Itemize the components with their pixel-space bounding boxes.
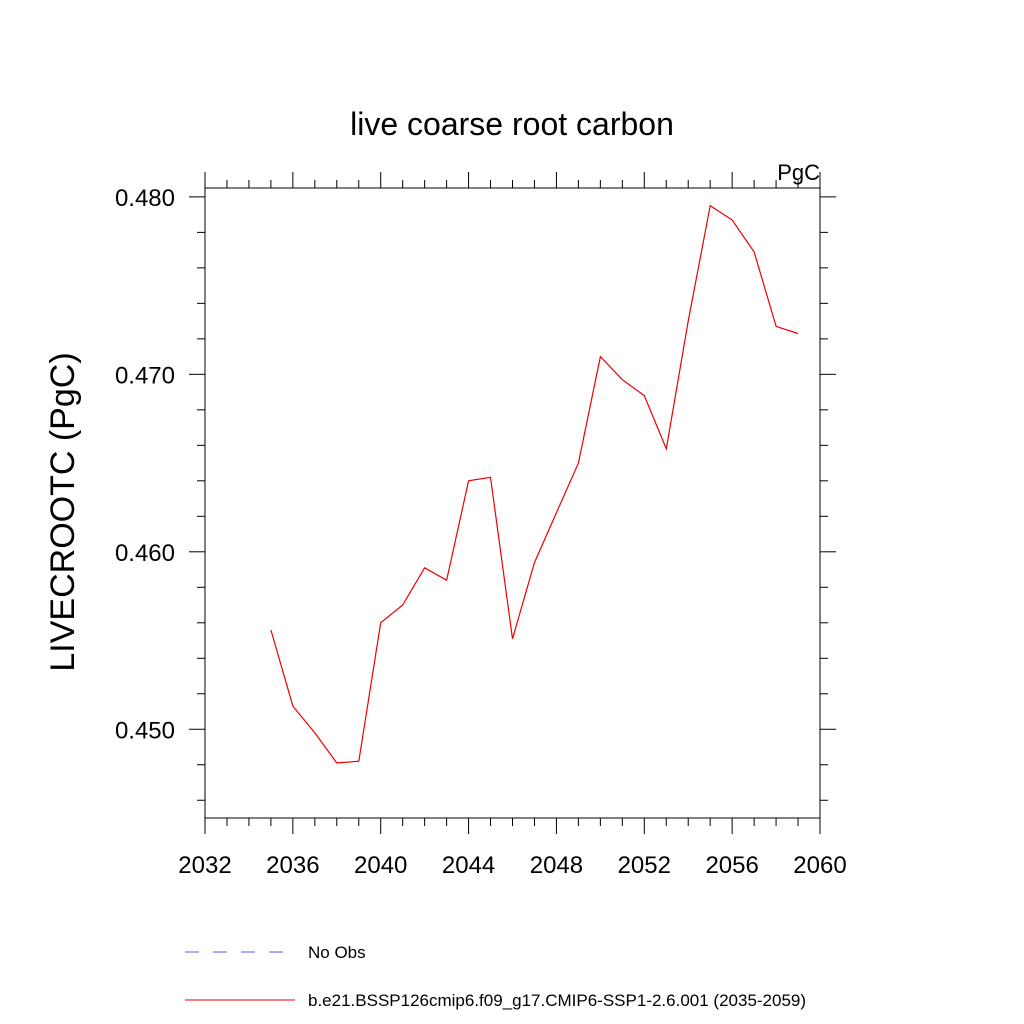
legend: No Obs b.e21.BSSP126cmip6.f09_g17.CMIP6-S… xyxy=(185,943,806,1010)
axis-ticks xyxy=(189,172,836,834)
x-tick-label: 2048 xyxy=(530,852,583,879)
x-tick-label: 2044 xyxy=(442,852,495,879)
x-tick-label: 2056 xyxy=(705,852,758,879)
y-tick-label: 0.480 xyxy=(115,185,175,212)
series-layer xyxy=(270,204,799,764)
units-label: PgC xyxy=(777,160,820,185)
chart-title: live coarse root carbon xyxy=(350,106,674,142)
x-tick-label: 2036 xyxy=(266,852,319,879)
plot-frame xyxy=(204,187,821,819)
legend-label: b.e21.BSSP126cmip6.f09_g17.CMIP6-SSP1-2.… xyxy=(308,991,806,1010)
x-tick-label: 2052 xyxy=(618,852,671,879)
axis-tick-labels: 2032 2036 2040 2044 2048 2052 2056 2060 0.450 0.4… xyxy=(115,185,847,879)
y-tick-label: 0.460 xyxy=(115,540,175,567)
x-tick-label: 2060 xyxy=(793,852,846,879)
x-tick-label: 2032 xyxy=(178,852,231,879)
y-axis-label: LIVECROOTC (PgC) xyxy=(44,352,82,671)
legend-label: No Obs xyxy=(308,943,366,962)
y-tick-label: 0.470 xyxy=(115,362,175,389)
y-tick-label: 0.450 xyxy=(115,717,175,744)
x-tick-label: 2040 xyxy=(354,852,407,879)
series-line xyxy=(270,204,799,764)
